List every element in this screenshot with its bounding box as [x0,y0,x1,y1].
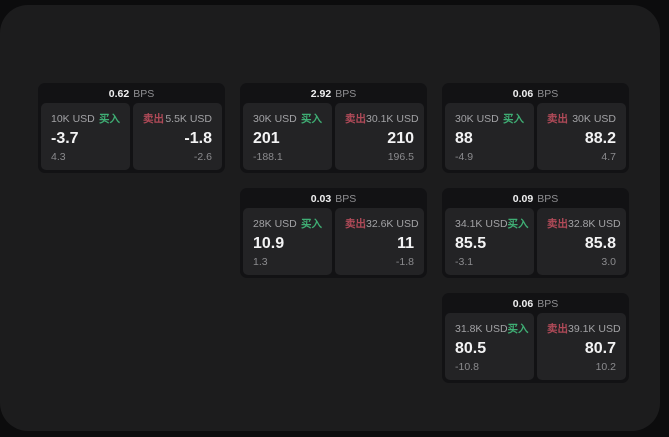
buy-tile[interactable]: 34.1K USD 买入 85.5 -3.1 [445,208,534,275]
sell-label: 卖出 [547,113,568,125]
sell-change: 4.7 [601,151,616,163]
sell-amount: 32.8K USD [568,217,621,230]
spread-header: 0.09 BPS [445,191,626,208]
sell-price: 85.8 [584,234,616,252]
sell-change: -2.6 [193,151,212,163]
sell-price: 210 [387,129,414,147]
buy-price: 201 [253,129,280,147]
spread-unit: BPS [335,88,357,100]
sell-amount: 32.6K USD [366,217,419,230]
sell-amount: 39.1K USD [568,322,621,335]
spread-unit: BPS [133,88,155,100]
quote-card-2: 2.92 BPS 30K USD 买入 201 -188.1 卖出 30.1K … [240,83,427,173]
sell-change: 3.0 [601,256,616,268]
buy-tile[interactable]: 30K USD 买入 88 -4.9 [445,103,534,170]
buy-label: 买入 [99,113,120,125]
sell-tile[interactable]: 卖出 5.5K USD -1.8 -2.6 [133,103,222,170]
buy-label: 买入 [301,218,322,230]
buy-price: 10.9 [253,234,285,252]
quote-card-6: 0.06 BPS 31.8K USD 买入 80.5 -10.8 卖出 39.1… [442,293,629,383]
buy-price: 88 [455,129,473,147]
spread-unit: BPS [537,88,559,100]
sell-tile[interactable]: 卖出 39.1K USD 80.7 10.2 [537,313,626,380]
sell-price: 88.2 [584,129,616,147]
sell-label: 卖出 [345,113,366,125]
buy-tile[interactable]: 10K USD 买入 -3.7 4.3 [41,103,130,170]
buy-tile[interactable]: 31.8K USD 买入 80.5 -10.8 [445,313,534,380]
buy-label: 买入 [301,113,322,125]
spread-unit: BPS [537,193,559,205]
buy-label: 买入 [507,218,529,230]
spread-value: 0.62 [108,88,130,100]
spread-value: 0.09 [512,193,534,205]
buy-label: 买入 [507,323,529,335]
buy-label: 买入 [503,113,524,125]
buy-change: -10.8 [455,361,479,373]
spread-header: 0.03 BPS [243,191,424,208]
sell-change: 196.5 [387,151,414,163]
sell-label: 卖出 [547,218,568,230]
quote-card-5: 0.09 BPS 34.1K USD 买入 85.5 -3.1 卖出 32.8K… [442,188,629,278]
buy-tile[interactable]: 30K USD 买入 201 -188.1 [243,103,332,170]
spread-header: 0.06 BPS [445,296,626,313]
sell-tile[interactable]: 卖出 32.8K USD 85.8 3.0 [537,208,626,275]
buy-change: 1.3 [253,256,268,268]
spread-unit: BPS [335,193,357,205]
spread-value: 0.06 [512,298,534,310]
quote-card-1: 0.62 BPS 10K USD 买入 -3.7 4.3 卖出 5.5K USD [38,83,225,173]
buy-price: 85.5 [455,234,487,252]
sell-label: 卖出 [547,323,568,335]
sell-amount: 30K USD [572,112,616,125]
buy-change: -188.1 [253,151,283,163]
sell-change: -1.8 [395,256,414,268]
spread-value: 0.03 [310,193,332,205]
sell-price: 11 [397,234,414,252]
spread-value: 2.92 [310,88,332,100]
sell-tile[interactable]: 卖出 30K USD 88.2 4.7 [537,103,626,170]
quote-grid: 0.62 BPS 10K USD 买入 -3.7 4.3 卖出 5.5K USD [38,83,629,383]
sell-label: 卖出 [345,218,366,230]
buy-change: 4.3 [51,151,66,163]
spread-value: 0.06 [512,88,534,100]
spread-header: 0.62 BPS [41,86,222,103]
sell-amount: 5.5K USD [165,112,212,125]
buy-change: -3.1 [455,256,474,268]
buy-amount: 31.8K USD [455,322,508,335]
sell-price: 80.7 [584,339,616,357]
buy-amount: 34.1K USD [455,217,508,230]
buy-amount: 28K USD [253,217,297,230]
buy-price: 80.5 [455,339,487,357]
spread-unit: BPS [537,298,559,310]
sell-amount: 30.1K USD [366,112,419,125]
sell-label: 卖出 [143,113,164,125]
quote-card-4: 0.03 BPS 28K USD 买入 10.9 1.3 卖出 32.6K US… [240,188,427,278]
spread-header: 2.92 BPS [243,86,424,103]
sell-change: 10.2 [595,361,616,373]
spread-header: 0.06 BPS [445,86,626,103]
buy-amount: 10K USD [51,112,95,125]
quote-card-3: 0.06 BPS 30K USD 买入 88 -4.9 卖出 30K USD [442,83,629,173]
buy-amount: 30K USD [253,112,297,125]
sell-tile[interactable]: 卖出 32.6K USD 11 -1.8 [335,208,424,275]
buy-change: -4.9 [455,151,474,163]
buy-price: -3.7 [51,129,79,147]
sell-price: -1.8 [184,129,212,147]
buy-amount: 30K USD [455,112,499,125]
sell-tile[interactable]: 卖出 30.1K USD 210 196.5 [335,103,424,170]
main-panel: 0.62 BPS 10K USD 买入 -3.7 4.3 卖出 5.5K USD [0,5,660,431]
buy-tile[interactable]: 28K USD 买入 10.9 1.3 [243,208,332,275]
